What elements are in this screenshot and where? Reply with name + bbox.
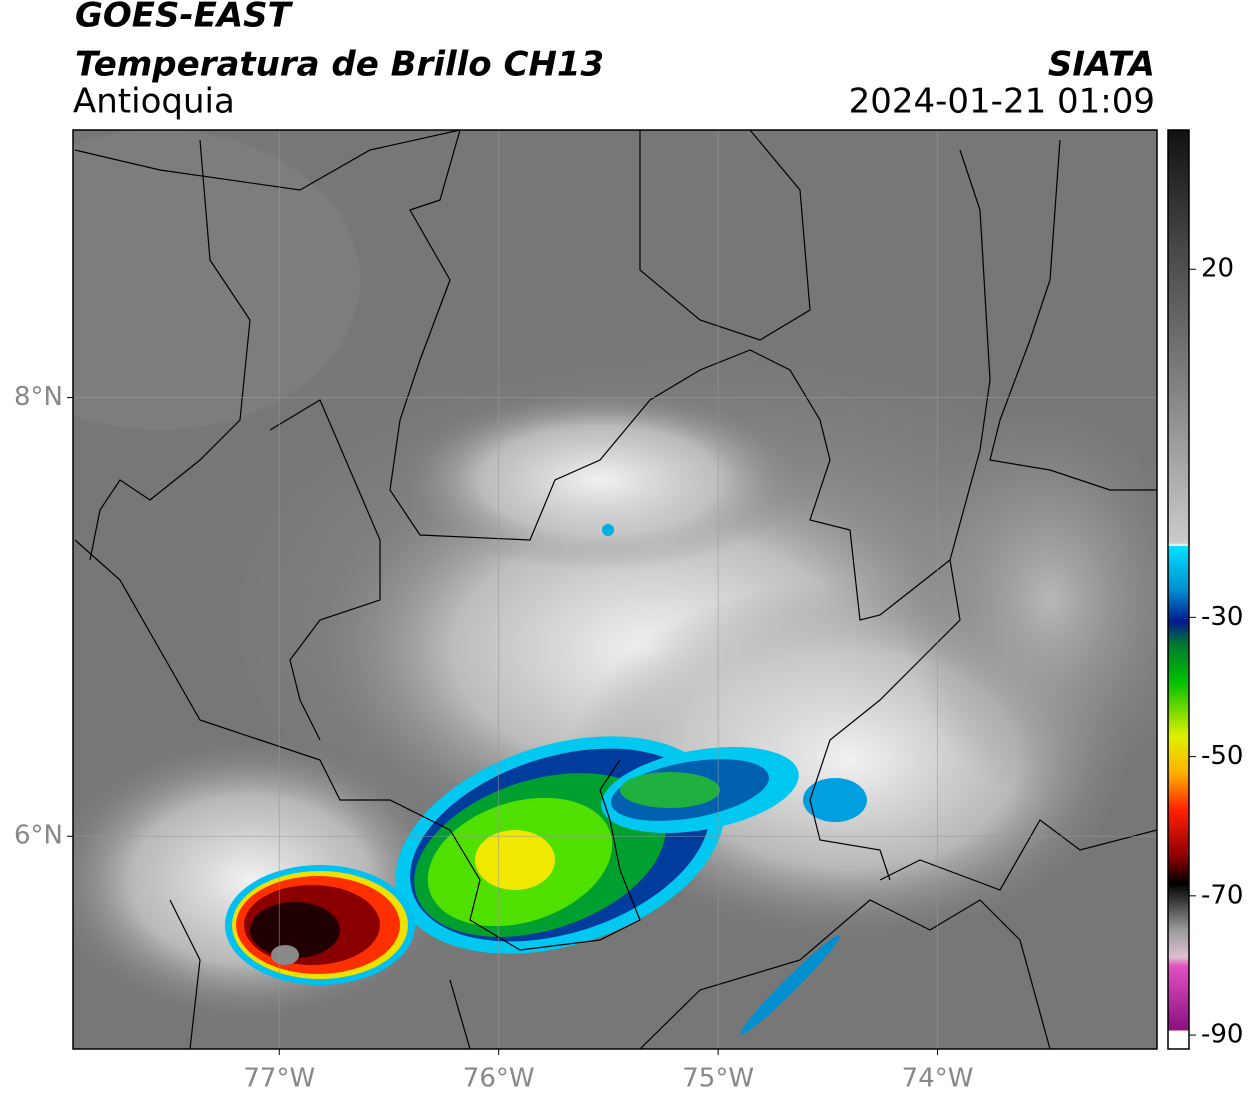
map-frame [72, 129, 1158, 1050]
colorbar-tick-label: -30 [1201, 602, 1243, 632]
colorbar-tick-label: -50 [1201, 741, 1243, 771]
title-satellite: GOES-EAST [75, 0, 294, 36]
colorbar-tick-label: -90 [1201, 1020, 1243, 1050]
colorbar [1167, 129, 1190, 1050]
title-product: Temperatura de Brillo CH13 [75, 45, 604, 85]
y-tick-label: 6°N [14, 821, 63, 851]
map-image [73, 130, 1157, 1049]
colorbar-tick-label: 20 [1201, 254, 1234, 284]
x-tick-label: 75°W [682, 1064, 754, 1094]
y-tick-label: 8°N [14, 382, 63, 412]
agency: SIATA [1048, 45, 1155, 85]
x-tick-label: 74°W [902, 1064, 974, 1094]
boundaries [74, 130, 1157, 1049]
grid [73, 130, 1157, 1049]
colorbar-tick-label: -70 [1201, 880, 1243, 910]
region: Antioquia [73, 82, 235, 122]
x-tick-label: 77°W [243, 1064, 315, 1094]
convective-cloud [225, 524, 867, 1035]
x-tick-label: 76°W [463, 1064, 535, 1094]
datetime: 2024-01-21 01:09 [849, 82, 1155, 122]
